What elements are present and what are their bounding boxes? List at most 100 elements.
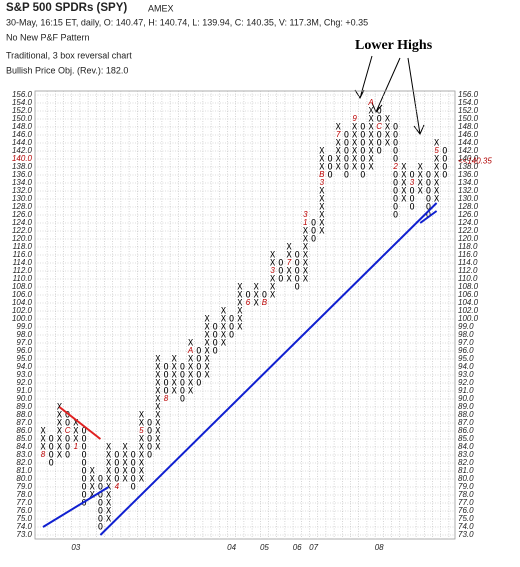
box-glyph: O [377, 147, 382, 157]
box-glyph: O [131, 475, 136, 485]
x-tick-label: 05 [260, 543, 269, 552]
y-tick-label-right: 98.0 [458, 330, 474, 339]
box-glyph: X [139, 435, 145, 445]
box-glyph: X [319, 187, 325, 197]
box-glyph: X [172, 371, 178, 381]
y-tick-label-right: 84.0 [458, 442, 474, 451]
box-glyph: X [237, 323, 243, 333]
y-tick-label: 102.0 [12, 306, 33, 315]
month-marker: 3 [270, 266, 275, 275]
box-glyph: O [426, 211, 431, 221]
box-glyph: O [426, 171, 431, 181]
box-glyph: O [229, 315, 234, 325]
box-glyph: X [368, 155, 374, 165]
month-marker: 5 [139, 426, 144, 435]
box-glyph: X [122, 451, 128, 461]
y-tick-label-right: 94.0 [458, 362, 474, 371]
box-glyph: X [352, 155, 358, 165]
y-tick-label: 126.0 [12, 210, 33, 219]
method: Traditional, 3 box reversal chart [6, 50, 132, 60]
box-glyph: X [286, 267, 292, 277]
y-tick-label: 91.0 [16, 386, 32, 395]
month-marker: 7 [287, 258, 292, 267]
box-glyph: O [393, 211, 398, 221]
box-glyph: X [254, 283, 260, 293]
month-marker: 5 [434, 146, 439, 155]
box-glyph: O [98, 507, 103, 517]
box-glyph: O [278, 275, 283, 285]
y-tick-label-right: 86.0 [458, 426, 474, 435]
box-glyph: X [434, 171, 440, 181]
x-tick-label: 03 [71, 543, 80, 552]
y-tick-label: 142.0 [12, 146, 33, 155]
box-glyph: X [270, 283, 276, 293]
box-glyph: O [213, 323, 218, 333]
box-glyph: O [409, 195, 414, 205]
y-tick-label-right: 74.0 [458, 522, 474, 531]
box-glyph: X [352, 139, 358, 149]
box-glyph: O [393, 123, 398, 133]
box-glyph: O [393, 131, 398, 141]
y-tick-label-right: 118.0 [458, 242, 478, 251]
y-tick-label: 116.0 [13, 250, 33, 259]
trend-line [42, 486, 110, 528]
y-tick-label: 97.0 [16, 338, 32, 347]
box-glyph: O [311, 227, 316, 237]
y-tick-label-right: 104.0 [458, 298, 479, 307]
box-glyph: X [188, 339, 194, 349]
box-glyph: O [98, 475, 103, 485]
box-glyph: X [336, 155, 342, 165]
month-marker: C [376, 122, 382, 131]
box-glyph: X [434, 179, 440, 189]
box-glyph: X [401, 195, 407, 205]
box-glyph: O [147, 435, 152, 445]
box-glyph: O [229, 331, 234, 341]
y-tick-label: 77.0 [16, 498, 32, 507]
box-glyph: X [270, 259, 276, 269]
box-glyph: X [155, 443, 161, 453]
y-tick-label-right: 108.0 [458, 282, 479, 291]
box-glyph: X [106, 475, 112, 485]
box-glyph: O [81, 475, 86, 485]
y-tick-label-right: 85.0 [458, 434, 474, 443]
box-glyph: X [303, 267, 309, 277]
box-glyph: X [237, 283, 243, 293]
y-tick-label-right: 81.0 [458, 466, 474, 475]
box-glyph: O [393, 203, 398, 213]
box-glyph: O [311, 219, 316, 229]
box-glyph: O [393, 171, 398, 181]
box-glyph: X [204, 347, 210, 357]
box-glyph: X [418, 171, 424, 181]
box-glyph: X [303, 251, 309, 261]
box-glyph: O [360, 155, 365, 165]
y-tick-label-right: 140.0 [458, 154, 479, 163]
y-tick-label: 152.0 [12, 106, 33, 115]
box-glyph: X [352, 123, 358, 133]
box-glyph: O [229, 323, 234, 333]
y-tick-label-right: 91.0 [458, 386, 474, 395]
box-glyph: X [188, 371, 194, 381]
box-glyph: X [319, 163, 325, 173]
chart-title: S&P 500 SPDRs (SPY) [6, 2, 127, 14]
box-glyph: O [295, 259, 300, 269]
y-tick-label: 156.0 [12, 90, 33, 99]
box-glyph: X [303, 275, 309, 285]
box-glyph: O [262, 291, 267, 301]
box-glyph: O [163, 379, 168, 389]
box-glyph: X [221, 339, 227, 349]
y-tick-label-right: 126.0 [458, 210, 479, 219]
box-glyph: X [204, 355, 210, 365]
box-glyph: X [204, 323, 210, 333]
y-tick-label-right: 78.0 [458, 490, 474, 499]
box-glyph: X [254, 291, 260, 301]
y-tick-label: 80.0 [16, 474, 32, 483]
y-tick-label: 76.0 [16, 506, 32, 515]
box-glyph: X [90, 491, 96, 501]
box-glyph: O [180, 371, 185, 381]
month-marker: 3 [320, 178, 325, 187]
x-tick-label: 04 [227, 543, 236, 552]
box-glyph: O [81, 491, 86, 501]
box-glyph: X [368, 123, 374, 133]
box-glyph: O [442, 163, 447, 173]
box-glyph: O [327, 163, 332, 173]
